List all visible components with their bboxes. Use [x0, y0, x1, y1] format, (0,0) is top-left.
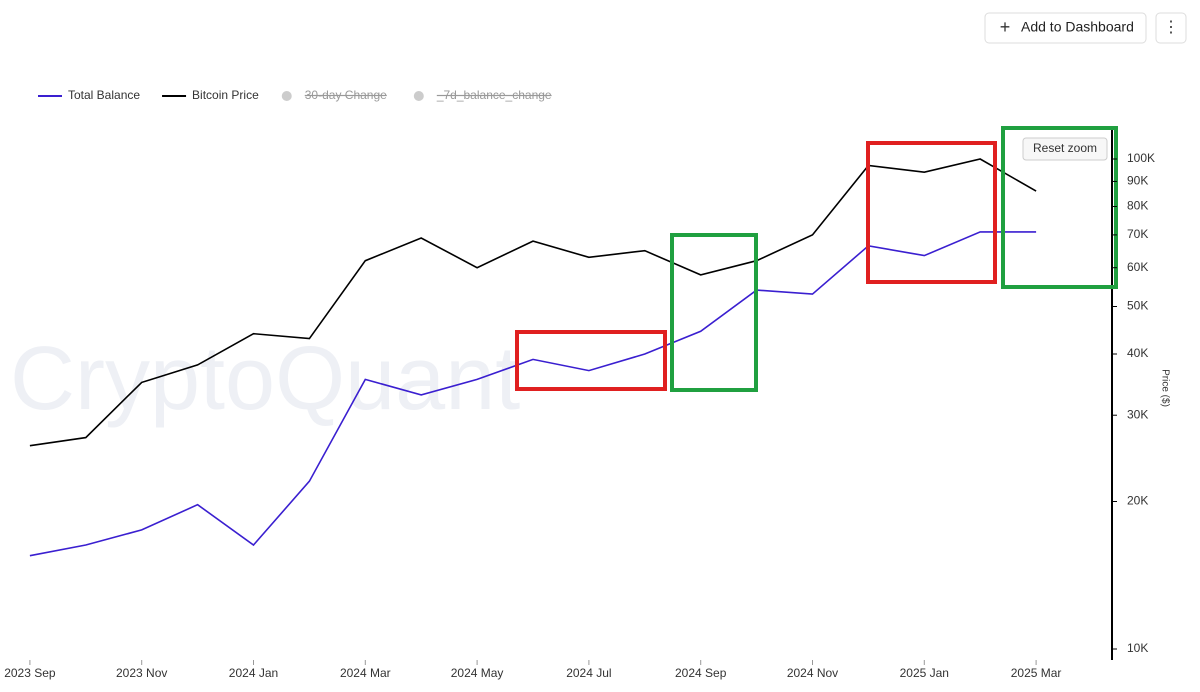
x-tick-label: 2024 Jan [229, 666, 278, 680]
legend-dot [281, 91, 292, 101]
y-axis-title: Price ($) [1159, 369, 1170, 407]
x-tick-label: 2024 Nov [787, 666, 838, 680]
x-tick-label: 2025 Jan [900, 666, 949, 680]
legend-label-hidden: 30-day Change [305, 88, 387, 102]
x-tick-label: 2023 Sep [4, 666, 56, 680]
x-tick-label: 2024 Sep [675, 666, 727, 680]
add-button-label: Add to Dashboard [1021, 19, 1134, 35]
legend: Total Balance Bitcoin Price 30-day Change _… [38, 88, 552, 102]
x-tick-label: 2023 Nov [116, 666, 167, 680]
y-tick-label: 60K [1127, 260, 1148, 274]
y-tick-label: 10K [1127, 641, 1148, 655]
legend-label: Total Balance [68, 88, 140, 102]
y-tick-label: 70K [1127, 227, 1148, 241]
legend-label-hidden: _7d_balance_change [436, 88, 552, 102]
x-tick-label: 2024 May [451, 666, 504, 680]
legend-label: Bitcoin Price [192, 88, 259, 102]
menu-button[interactable] [1155, 12, 1187, 44]
add-button[interactable] [984, 12, 1147, 44]
y-tick-label: 20K [1127, 494, 1148, 508]
y-tick-label: 40K [1127, 346, 1148, 360]
reset-zoom-button[interactable] [1022, 137, 1108, 161]
plus-icon: + [1000, 17, 1011, 37]
x-tick-label: 2025 Mar [1011, 666, 1062, 680]
highlight-box [515, 330, 667, 391]
highlight-box [866, 141, 997, 284]
legend-dot [413, 91, 424, 101]
watermark: CryptoQuant [10, 329, 520, 429]
y-tick-label: 100K [1127, 151, 1155, 165]
y-tick-label: 30K [1127, 407, 1148, 421]
reset-zoom-label: Reset zoom [1033, 141, 1097, 155]
y-tick-label: 80K [1127, 199, 1148, 213]
y-tick-label: 50K [1127, 299, 1148, 313]
highlight-box [1001, 126, 1118, 289]
menu-icon: ⋮ [1163, 19, 1179, 36]
x-tick-label: 2024 Jul [566, 666, 611, 680]
x-tick-label: 2024 Mar [340, 666, 391, 680]
y-tick-label: 90K [1127, 174, 1148, 188]
highlight-box [670, 233, 758, 392]
